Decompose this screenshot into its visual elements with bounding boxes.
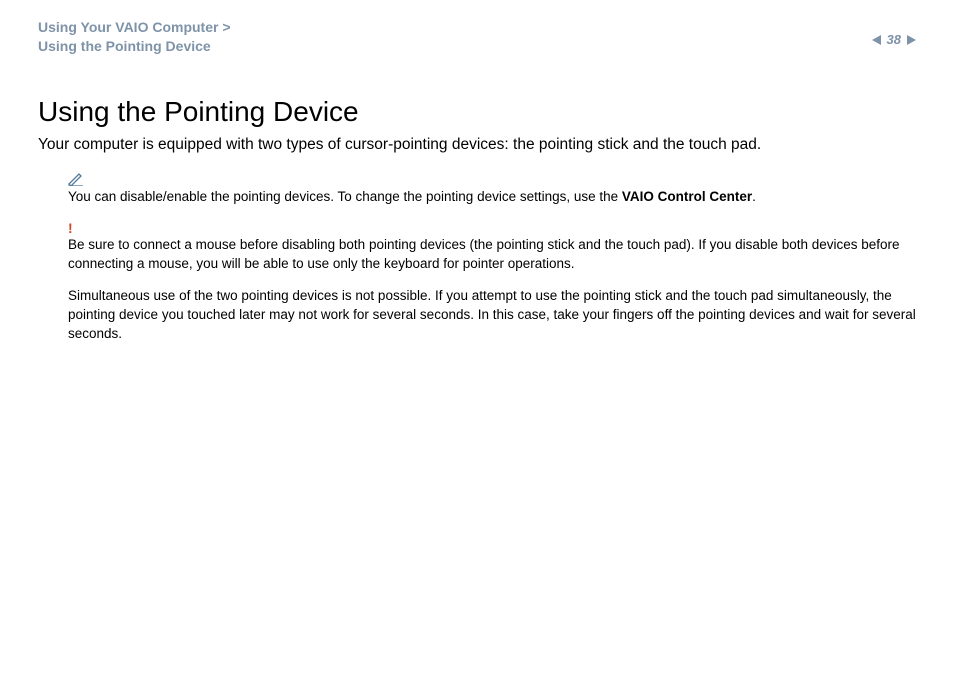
page-title: Using the Pointing Device bbox=[38, 96, 916, 128]
breadcrumb: Using Your VAIO Computer Using the Point… bbox=[38, 18, 231, 56]
breadcrumb-line1: Using Your VAIO Computer bbox=[38, 19, 231, 35]
intro-text: Your computer is equipped with two types… bbox=[38, 136, 916, 154]
warning-text: Be sure to connect a mouse before disabl… bbox=[68, 237, 900, 271]
notes-block: You can disable/enable the pointing devi… bbox=[68, 172, 916, 344]
tip-text-bold: VAIO Control Center bbox=[622, 189, 752, 204]
page-nav: 38 bbox=[872, 32, 916, 47]
document-page: Using Your VAIO Computer Using the Point… bbox=[0, 0, 954, 674]
tip-text-suffix: . bbox=[752, 189, 756, 204]
arrow-right-icon[interactable] bbox=[907, 35, 916, 45]
info-note: Simultaneous use of the two pointing dev… bbox=[68, 287, 916, 344]
exclamation-icon: ! bbox=[68, 221, 916, 235]
tip-text-prefix: You can disable/enable the pointing devi… bbox=[68, 189, 622, 204]
breadcrumb-line2: Using the Pointing Device bbox=[38, 38, 211, 54]
page-header: Using Your VAIO Computer Using the Point… bbox=[38, 18, 916, 56]
pencil-icon bbox=[68, 172, 916, 188]
tip-note: You can disable/enable the pointing devi… bbox=[68, 172, 916, 207]
arrow-left-icon[interactable] bbox=[872, 35, 881, 45]
page-number: 38 bbox=[887, 32, 901, 47]
warning-note: ! Be sure to connect a mouse before disa… bbox=[68, 221, 916, 274]
info-text: Simultaneous use of the two pointing dev… bbox=[68, 288, 916, 341]
